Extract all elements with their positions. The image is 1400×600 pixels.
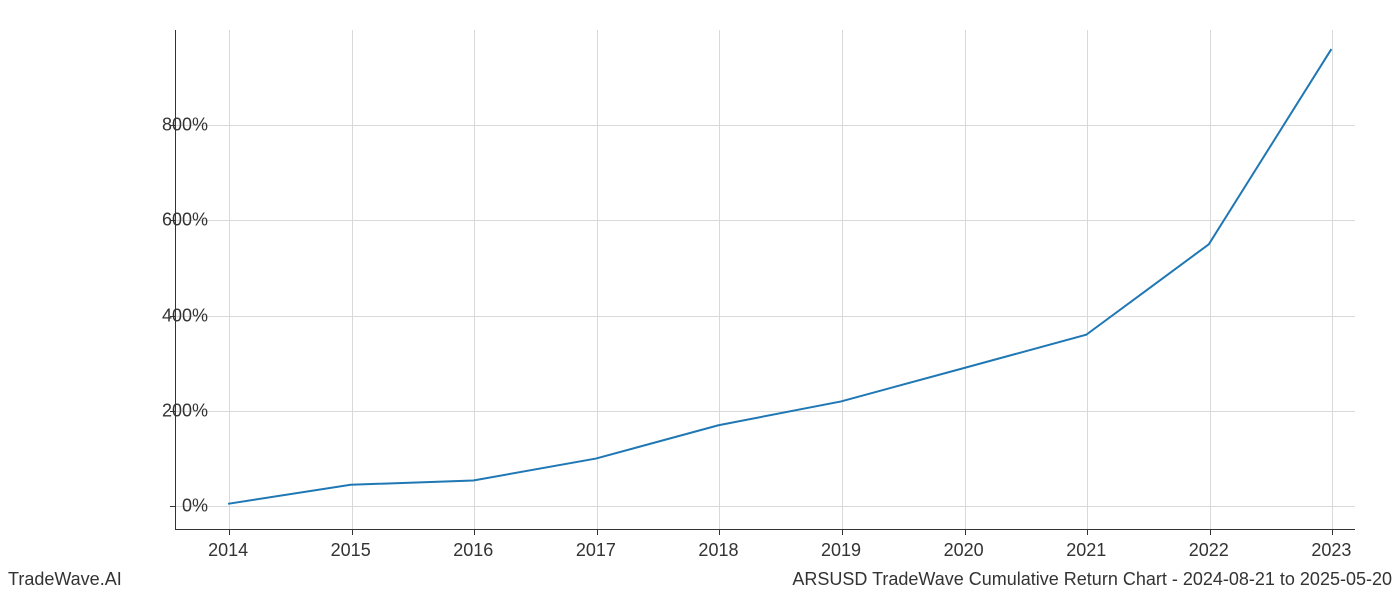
xtick-label: 2017 [576,540,616,561]
xtick-label: 2022 [1189,540,1229,561]
line-svg [175,30,1355,530]
xtick-label: 2016 [453,540,493,561]
ytick-label: 800% [148,115,208,136]
xtick-label: 2021 [1066,540,1106,561]
xtick-label: 2023 [1311,540,1351,561]
chart-container [175,30,1355,530]
xtick-label: 2020 [944,540,984,561]
ytick-label: 400% [148,305,208,326]
xtick-label: 2019 [821,540,861,561]
footer-left-text: TradeWave.AI [8,569,122,590]
ytick-label: 200% [148,400,208,421]
ytick-label: 0% [148,496,208,517]
footer-right-text: ARSUSD TradeWave Cumulative Return Chart… [792,569,1392,590]
ytick-label: 600% [148,210,208,231]
xtick-label: 2015 [331,540,371,561]
xtick-label: 2018 [698,540,738,561]
line-series [228,49,1331,504]
xtick-label: 2014 [208,540,248,561]
